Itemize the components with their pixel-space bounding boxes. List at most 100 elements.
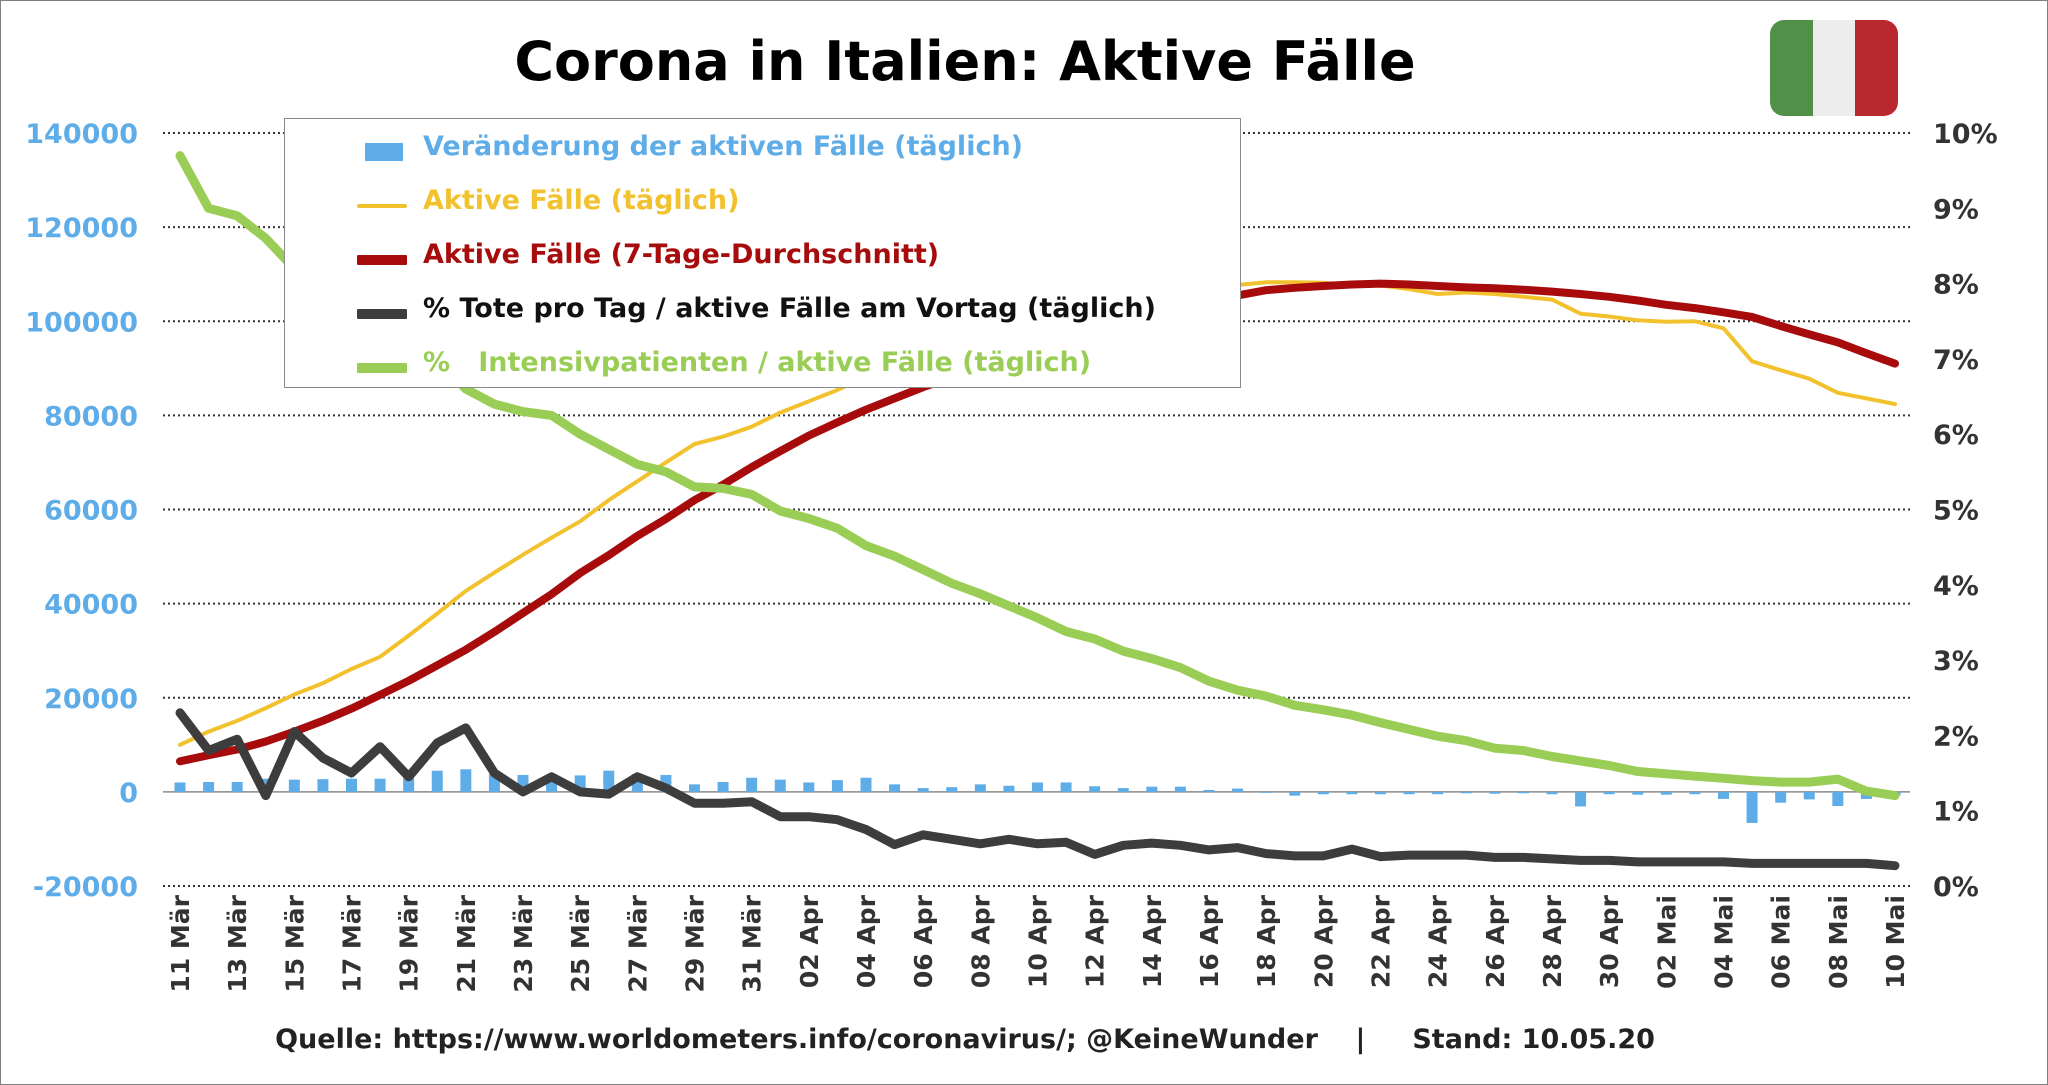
y-left-tick-label: 100000 — [25, 307, 138, 338]
series-line-3 — [175, 708, 1900, 871]
legend-swatch-bar — [365, 143, 403, 161]
x-tick-label: 18 Apr — [1252, 894, 1281, 988]
x-tick-label: 25 Mär — [566, 894, 595, 992]
bar-change — [1460, 791, 1472, 794]
x-tick-label: 08 Mai — [1824, 895, 1853, 989]
x-tick-label: 06 Mai — [1767, 895, 1796, 989]
bar-change — [1317, 791, 1329, 795]
y-right-tick-label: 2% — [1933, 721, 1979, 752]
bar-change — [774, 779, 786, 792]
x-tick-label: 12 Apr — [1081, 894, 1110, 988]
legend-label: Aktive Fälle (täglich) — [423, 185, 740, 216]
bar-change — [460, 769, 472, 792]
bar-change — [317, 779, 329, 792]
x-tick-label: 04 Apr — [852, 894, 881, 988]
bar-change — [746, 777, 758, 792]
x-tick-label: 28 Apr — [1538, 894, 1567, 988]
bar-change — [374, 778, 386, 792]
bar-change — [1260, 791, 1272, 793]
y-left-tick-label: 40000 — [44, 590, 138, 621]
bar-change — [1660, 791, 1672, 795]
bar-change — [1546, 791, 1558, 795]
bar-change — [889, 784, 901, 792]
x-tick-label: 02 Apr — [795, 894, 824, 988]
bar-change — [1346, 791, 1358, 795]
x-tick-label: 15 Mär — [280, 894, 309, 992]
flag-stripe-red — [1855, 20, 1898, 116]
bar-change — [917, 788, 929, 792]
y-right-tick-label: 3% — [1933, 646, 1979, 677]
y-left-tick-label: 120000 — [25, 213, 138, 244]
bar-change — [1832, 791, 1844, 806]
bar-change — [946, 787, 958, 792]
x-tick-label: 10 Apr — [1024, 894, 1053, 988]
y-left-tick-label: 140000 — [25, 119, 138, 150]
x-tick-label: 20 Apr — [1309, 894, 1338, 988]
bar-change — [517, 774, 529, 792]
bar-change — [288, 779, 300, 792]
x-tick-label: 08 Apr — [966, 894, 995, 988]
bar-change — [1775, 791, 1787, 803]
x-tick-label: 22 Apr — [1367, 894, 1396, 988]
bar-change — [174, 782, 186, 792]
bar-change — [403, 778, 415, 792]
bar-change — [574, 775, 586, 792]
bar-change — [203, 781, 215, 792]
bar-change — [1632, 791, 1644, 795]
bar-change — [631, 773, 643, 792]
legend-item-deaths-pct: % Tote pro Tag / aktive Fälle am Vortag … — [285, 291, 1240, 331]
y-right-tick-label: 1% — [1933, 797, 1979, 828]
bar-change — [1146, 786, 1158, 792]
legend-item-active-daily: Aktive Fälle (täglich) — [285, 183, 1240, 223]
legend-swatch-line — [357, 204, 407, 208]
y-left-tick-label: -20000 — [33, 872, 138, 903]
y-left-tick-label: 60000 — [44, 496, 138, 527]
bar-change — [860, 777, 872, 792]
bar-change — [1117, 788, 1129, 792]
x-tick-label: 23 Mär — [509, 894, 538, 992]
series-line-4 — [175, 151, 1900, 801]
x-tick-label: 21 Mär — [452, 894, 481, 992]
y-left-tick-label: 20000 — [44, 684, 138, 715]
legend-swatch-line — [357, 309, 407, 319]
x-tick-label: 02 Mai — [1652, 895, 1681, 989]
legend-item-active-avg: Aktive Fälle (7-Tage-Durchschnitt) — [285, 237, 1240, 277]
legend-label: % Tote pro Tag / aktive Fälle am Vortag … — [423, 293, 1156, 324]
bar-change — [1746, 791, 1758, 823]
bar-change — [1689, 791, 1701, 795]
y-right-tick-label: 6% — [1933, 420, 1979, 451]
flag-stripe-green — [1770, 20, 1813, 116]
bar-change — [546, 777, 558, 792]
legend-label: Veränderung der aktiven Fälle (täglich) — [423, 131, 1024, 162]
bar-change — [1203, 789, 1215, 792]
x-tick-label: 30 Apr — [1595, 894, 1624, 988]
x-tick-label: 29 Mär — [681, 894, 710, 992]
bar-change — [1517, 791, 1529, 794]
bar-change — [1032, 782, 1043, 792]
y-right-tick-label: 7% — [1933, 345, 1979, 376]
flag-stripe-white — [1812, 20, 1856, 116]
bar-change — [1718, 791, 1729, 799]
bar-change — [1489, 791, 1501, 794]
bar-change — [1232, 788, 1244, 792]
bar-change — [1432, 791, 1444, 795]
legend-item-icu-pct: % Intensivpatienten / aktive Fälle (tägl… — [285, 345, 1240, 385]
legend-bar-swatch — [365, 143, 403, 161]
bar-change — [1089, 786, 1101, 792]
y-left-tick-label: 0 — [119, 778, 138, 809]
x-tick-label: 31 Mär — [738, 894, 767, 992]
bar-change — [346, 778, 357, 792]
italy-flag-icon — [1770, 20, 1898, 116]
y-right-tick-label: 9% — [1933, 194, 1979, 225]
bar-change — [1575, 791, 1587, 807]
bar-change — [1174, 786, 1186, 792]
bar-change — [803, 782, 815, 792]
legend-swatch-line — [357, 363, 407, 373]
x-tick-label: 14 Apr — [1138, 894, 1167, 988]
bar-change — [1375, 791, 1386, 795]
y-right-tick-label: 10% — [1933, 119, 1998, 150]
x-tick-label: 16 Apr — [1195, 894, 1224, 988]
bar-change — [431, 770, 443, 792]
bar-change — [1289, 791, 1301, 796]
legend-label: Aktive Fälle (7-Tage-Durchschnitt) — [423, 239, 940, 270]
